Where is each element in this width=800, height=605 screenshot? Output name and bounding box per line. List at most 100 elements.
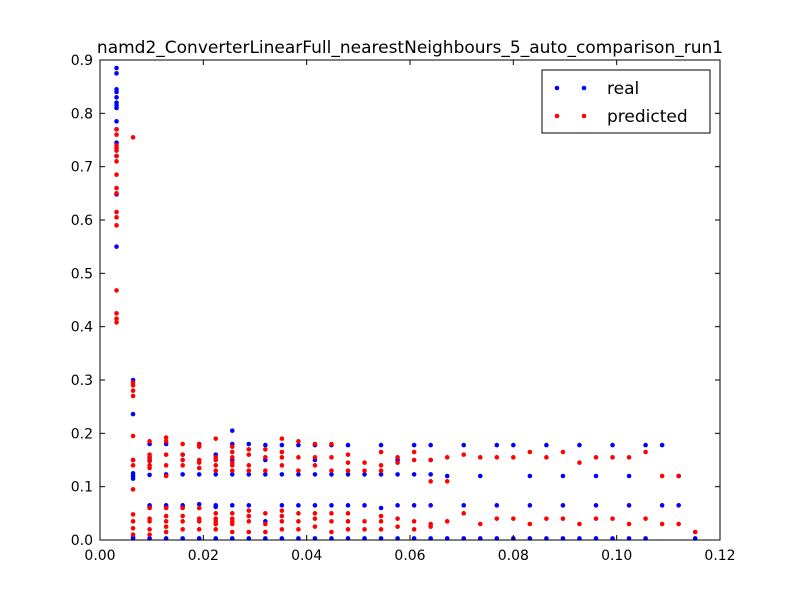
- point-predicted: [163, 524, 169, 529]
- y-tick-label: 0.8: [71, 106, 93, 122]
- point-predicted: [114, 153, 119, 159]
- point-real: [610, 442, 615, 448]
- point-predicted: [577, 460, 582, 465]
- point-predicted: [196, 519, 202, 524]
- point-predicted: [378, 468, 384, 473]
- point-predicted: [362, 519, 367, 524]
- legend-box: [541, 69, 711, 134]
- point-predicted: [676, 473, 681, 479]
- point-real: [229, 503, 235, 508]
- point-real: [312, 503, 318, 508]
- point-predicted: [312, 511, 318, 516]
- point-predicted: [213, 463, 219, 468]
- point-predicted: [246, 447, 252, 452]
- point-predicted: [114, 191, 119, 196]
- point-predicted: [263, 511, 268, 516]
- point-predicted: [147, 532, 152, 537]
- point-predicted: [279, 513, 285, 519]
- point-predicted: [163, 513, 169, 519]
- point-predicted: [296, 468, 301, 473]
- point-predicted: [213, 457, 219, 463]
- point-real: [312, 472, 318, 477]
- point-real: [378, 505, 384, 511]
- point-predicted: [345, 527, 351, 532]
- point-real: [362, 503, 367, 508]
- point-real: [411, 442, 417, 448]
- legend-label-real: real: [607, 79, 639, 99]
- point-real: [279, 472, 285, 477]
- point-predicted: [163, 435, 169, 440]
- point-predicted: [246, 513, 252, 519]
- point-predicted: [163, 452, 169, 457]
- point-predicted: [362, 468, 367, 473]
- y-tick-label: 0.2: [71, 426, 93, 442]
- point-predicted: [329, 455, 334, 460]
- point-predicted: [378, 463, 384, 468]
- point-predicted: [296, 455, 301, 460]
- point-predicted: [114, 148, 119, 153]
- point-real: [114, 89, 119, 95]
- point-predicted: [411, 457, 417, 463]
- legend-marker-predicted: [554, 113, 560, 119]
- point-real: [279, 442, 285, 448]
- y-tick-label: 0.5: [71, 266, 93, 282]
- legend-marker-real: [581, 85, 587, 91]
- point-real: [676, 503, 681, 508]
- point-real: [345, 442, 351, 448]
- y-tick-label: 0.9: [71, 53, 93, 69]
- point-predicted: [130, 388, 136, 393]
- point-predicted: [229, 468, 235, 473]
- point-real: [114, 119, 119, 124]
- point-predicted: [130, 512, 136, 517]
- point-real: [461, 442, 467, 448]
- point-predicted: [494, 516, 500, 521]
- point-real: [494, 442, 500, 448]
- point-predicted: [147, 455, 152, 460]
- point-real: [263, 472, 268, 477]
- point-predicted: [511, 516, 516, 521]
- point-real: [130, 411, 136, 417]
- point-predicted: [263, 455, 268, 460]
- point-predicted: [345, 452, 351, 457]
- point-real: [659, 442, 665, 448]
- point-predicted: [213, 521, 219, 527]
- point-predicted: [130, 463, 136, 468]
- point-predicted: [610, 516, 615, 521]
- point-real: [411, 472, 417, 477]
- point-predicted: [180, 505, 185, 511]
- point-real: [428, 472, 433, 477]
- point-real: [114, 65, 119, 71]
- point-predicted: [428, 479, 433, 484]
- point-predicted: [411, 519, 417, 524]
- point-predicted: [163, 505, 169, 511]
- point-predicted: [411, 527, 417, 532]
- point-predicted: [263, 521, 268, 527]
- point-predicted: [643, 516, 648, 521]
- point-real: [362, 472, 367, 477]
- point-real: [659, 503, 665, 508]
- point-predicted: [329, 441, 334, 447]
- y-tick-label: 0.3: [71, 373, 93, 389]
- point-real: [114, 71, 119, 76]
- point-predicted: [229, 529, 235, 535]
- point-predicted: [577, 521, 582, 527]
- point-predicted: [114, 288, 119, 293]
- point-predicted: [312, 441, 318, 447]
- point-predicted: [676, 521, 681, 527]
- point-predicted: [229, 463, 235, 468]
- point-predicted: [544, 455, 549, 460]
- point-predicted: [461, 452, 467, 457]
- point-predicted: [395, 524, 400, 529]
- point-predicted: [279, 527, 285, 532]
- point-predicted: [296, 511, 301, 516]
- point-predicted: [312, 516, 318, 521]
- y-tick-label: 0.7: [71, 160, 93, 176]
- point-predicted: [213, 436, 219, 441]
- point-predicted: [130, 383, 136, 388]
- point-predicted: [147, 505, 152, 511]
- point-predicted: [180, 519, 185, 524]
- point-predicted: [329, 511, 334, 516]
- point-predicted: [114, 172, 119, 177]
- point-predicted: [279, 508, 285, 513]
- x-tick-label: 0.06: [394, 548, 425, 564]
